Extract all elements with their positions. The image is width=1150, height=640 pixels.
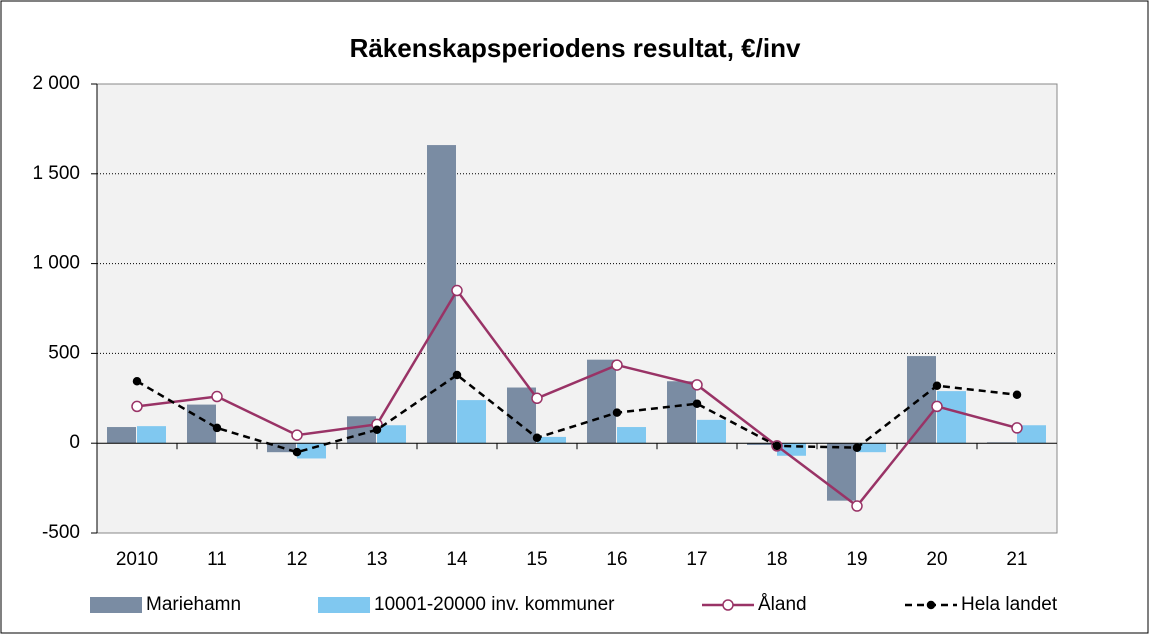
bar (827, 443, 856, 501)
line (136, 373, 1018, 454)
bar (697, 419, 726, 444)
marker (772, 441, 782, 451)
bar (377, 425, 406, 444)
legend-label: Mariehamn (146, 594, 241, 615)
marker (211, 390, 223, 403)
marker (532, 433, 542, 443)
marker (1012, 390, 1022, 399)
marker (452, 370, 462, 380)
x-tick-label: 20 (926, 549, 947, 570)
x-tick-label: 16 (606, 549, 627, 570)
y-tick-label: 1 500 (32, 163, 80, 184)
x-tick-label: 2010 (116, 549, 158, 570)
x-tick-label: 17 (686, 549, 707, 570)
bar (667, 381, 696, 444)
bar (907, 356, 936, 444)
marker (612, 408, 622, 417)
bar (347, 416, 376, 444)
y-tick-label: 1 000 (32, 253, 80, 274)
marker (132, 376, 142, 386)
x-tick-label: 21 (1006, 549, 1027, 570)
x-tick-label: 19 (846, 549, 867, 570)
legend-label: Hela landet (961, 594, 1058, 615)
bar (427, 145, 456, 444)
legend-swatch (318, 597, 370, 613)
marker (611, 359, 623, 371)
legend-swatch (90, 597, 142, 613)
bar (1017, 425, 1046, 444)
marker (692, 399, 702, 408)
bar (587, 359, 616, 444)
bar (937, 391, 966, 444)
bar (137, 426, 166, 444)
line (136, 288, 1018, 508)
x-tick-label: 11 (207, 549, 227, 570)
marker (852, 443, 862, 452)
y-tick-label: 2 000 (32, 73, 80, 94)
x-tick-label: 14 (446, 549, 468, 570)
y-tick-label: -500 (42, 522, 80, 543)
marker (291, 429, 303, 441)
marker (851, 500, 863, 512)
bar (107, 427, 136, 444)
marker (292, 447, 302, 457)
legend-marker (926, 600, 936, 610)
x-tick-label: 18 (766, 549, 787, 570)
bar (617, 427, 646, 444)
bar (537, 436, 566, 444)
bar (457, 400, 486, 444)
y-tick-label: 500 (48, 342, 80, 363)
marker (531, 392, 543, 405)
marker (212, 423, 222, 433)
bar (507, 387, 536, 444)
bar (857, 443, 886, 453)
x-tick-label: 12 (286, 549, 307, 570)
marker (451, 284, 463, 297)
marker (372, 425, 382, 434)
marker (691, 379, 703, 391)
x-tick-label: 13 (366, 549, 387, 570)
marker (1011, 422, 1023, 434)
plot-area (96, 83, 1058, 534)
y-tick-label: 0 (69, 432, 80, 453)
x-tick-label: 15 (526, 549, 547, 570)
marker (932, 381, 942, 390)
bar (747, 443, 776, 445)
legend-marker (722, 599, 734, 611)
marker (931, 400, 943, 413)
legend-label: Åland (758, 594, 807, 615)
chart-title: Räkenskapsperiodens resultat, €/inv (350, 33, 801, 63)
marker (131, 400, 143, 413)
legend-label: 10001-20000 inv. kommuner (374, 594, 615, 615)
